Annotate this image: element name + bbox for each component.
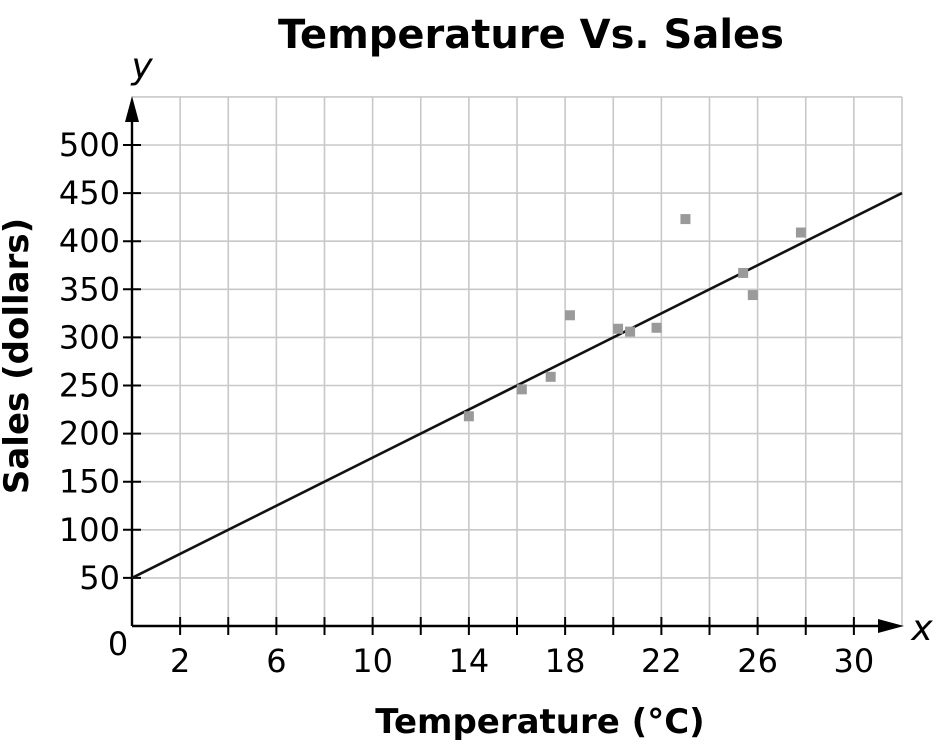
y-tick-labels: 50 100 150 200 250 300 350 400 450 500 [59, 126, 120, 597]
data-point [680, 214, 691, 225]
data-point [747, 290, 758, 301]
y-tick-label: 400 [59, 222, 120, 260]
x-axis-arrow [878, 619, 904, 633]
y-tick-label: 250 [59, 367, 120, 405]
y-tick-label: 100 [59, 511, 120, 549]
x-tick-label: 22 [641, 642, 682, 680]
y-tick-label: 200 [59, 415, 120, 453]
data-point [564, 310, 575, 321]
data-point [625, 326, 636, 337]
data-point [738, 267, 749, 278]
y-tick-label: 350 [59, 270, 120, 308]
data-point [651, 322, 662, 333]
y-tick-label: 150 [59, 463, 120, 501]
y-tick-label: 300 [59, 318, 120, 356]
x-tick-label: 14 [449, 642, 490, 680]
y-tick-label: 450 [59, 174, 120, 212]
y-tick-label: 50 [79, 559, 120, 597]
x-tick-label: 10 [352, 642, 393, 680]
data-point [545, 371, 556, 382]
origin-label: 0 [108, 625, 128, 663]
x-axis-label: Temperature (°C) [375, 702, 704, 742]
x-axis-letter: x [910, 608, 933, 649]
tick-marks [123, 144, 855, 635]
x-tick-label: 2 [170, 642, 190, 680]
data-points [463, 214, 806, 422]
grid [132, 96, 903, 626]
y-axis-arrow [125, 96, 139, 122]
y-tick-label: 500 [59, 126, 120, 164]
x-tick-label: 6 [266, 642, 286, 680]
data-point [516, 384, 527, 395]
x-tick-label: 26 [737, 642, 778, 680]
axes [125, 96, 904, 633]
data-point [613, 323, 624, 334]
y-axis-letter: y [130, 46, 153, 87]
chart-title: Temperature Vs. Sales [278, 12, 784, 58]
data-point [795, 227, 806, 238]
data-point [463, 411, 474, 422]
x-tick-labels: 2 6 10 14 18 22 26 30 [170, 642, 874, 680]
x-tick-label: 30 [834, 642, 875, 680]
y-axis-label: Sales (dollars) [0, 218, 37, 494]
x-tick-label: 18 [545, 642, 586, 680]
